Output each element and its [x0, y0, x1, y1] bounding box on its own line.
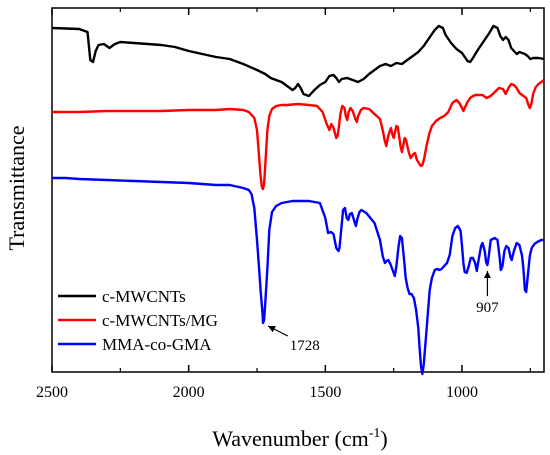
x-axis-title-superscript: -1 [369, 426, 381, 441]
legend-label: MMA-co-GMA [102, 335, 212, 354]
series-line-2 [52, 79, 545, 191]
y-axis-title: Transmittance [4, 125, 29, 250]
annotation-arrow-head [268, 326, 276, 333]
x-tick-label: 1000 [446, 384, 478, 401]
x-tick-layer: 2500 2000 1500 1000 [36, 8, 531, 401]
annotation-label: 907 [476, 300, 499, 316]
annotation-arrow-head [483, 271, 491, 278]
x-tick-label: 1500 [309, 384, 341, 401]
x-axis-title: Wavenumber (cm-1) [212, 426, 387, 451]
x-axis-title-suffix: ) [380, 426, 387, 451]
x-axis-title-main: Wavenumber (cm [212, 426, 368, 451]
plot-frame [51, 7, 545, 373]
series-line-1 [51, 24, 545, 98]
x-tick-label: 2000 [173, 384, 205, 401]
x-tick-label: 2500 [36, 384, 68, 401]
legend: c-MWCNTs c-MWCNTs/MG MMA-co-GMA [58, 287, 218, 354]
annotation-label: 1728 [290, 338, 320, 354]
series-layer [51, 24, 545, 376]
annotation-layer: 1728 907 [267, 271, 499, 354]
legend-label: c-MWCNTs/MG [102, 311, 218, 330]
plot-area [51, 7, 545, 373]
legend-label: c-MWCNTs [102, 287, 186, 306]
series-line-3 [52, 176, 544, 376]
